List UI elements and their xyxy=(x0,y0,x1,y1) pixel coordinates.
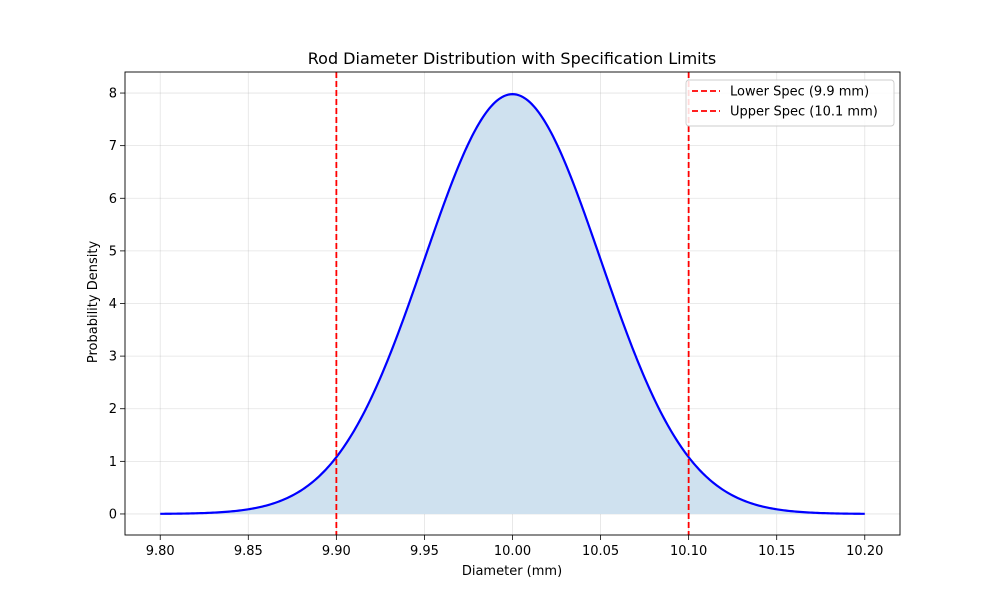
y-axis-label: Probability Density xyxy=(86,241,101,364)
y-tick-label: 6 xyxy=(109,192,117,207)
y-tick-label: 0 xyxy=(109,507,117,522)
density-curve-layer xyxy=(160,93,865,515)
x-tick-label: 9.90 xyxy=(322,544,351,559)
x-tick-label: 10.05 xyxy=(582,544,619,559)
chart-title: Rod Diameter Distribution with Specifica… xyxy=(308,49,716,68)
x-axis-label: Diameter (mm) xyxy=(462,564,562,579)
density-curve xyxy=(160,93,865,515)
legend: Lower Spec (9.9 mm) Upper Spec (10.1 mm) xyxy=(685,79,895,127)
axes: 9.80 9.85 9.90 9.95 10.00 10.05 10.10 10.15 10.2… xyxy=(109,71,901,559)
density-fill-area xyxy=(160,94,865,514)
x-tick-label: 10.20 xyxy=(846,544,883,559)
y-tick-label: 4 xyxy=(109,297,117,312)
legend-box xyxy=(685,79,895,127)
y-tick-label: 7 xyxy=(109,139,117,154)
x-tick-label: 9.95 xyxy=(410,544,439,559)
y-tick-label: 3 xyxy=(109,350,117,365)
y-tick-label: 1 xyxy=(109,455,117,470)
x-tick-label: 10.10 xyxy=(670,544,707,559)
legend-label: Lower Spec (9.9 mm) xyxy=(730,85,869,100)
x-tick-label: 9.85 xyxy=(234,544,263,559)
plot-frame xyxy=(124,71,901,536)
spec-limit-lines xyxy=(335,72,690,535)
y-tick-label: 2 xyxy=(109,402,117,417)
y-tick-label: 5 xyxy=(109,244,117,259)
x-tick-label: 10.00 xyxy=(494,544,531,559)
y-tick-label: 8 xyxy=(109,87,117,102)
x-tick-label: 10.15 xyxy=(758,544,795,559)
legend-label: Upper Spec (10.1 mm) xyxy=(730,105,878,120)
x-tick-label: 9.80 xyxy=(146,544,175,559)
density-fill-path xyxy=(160,94,865,514)
